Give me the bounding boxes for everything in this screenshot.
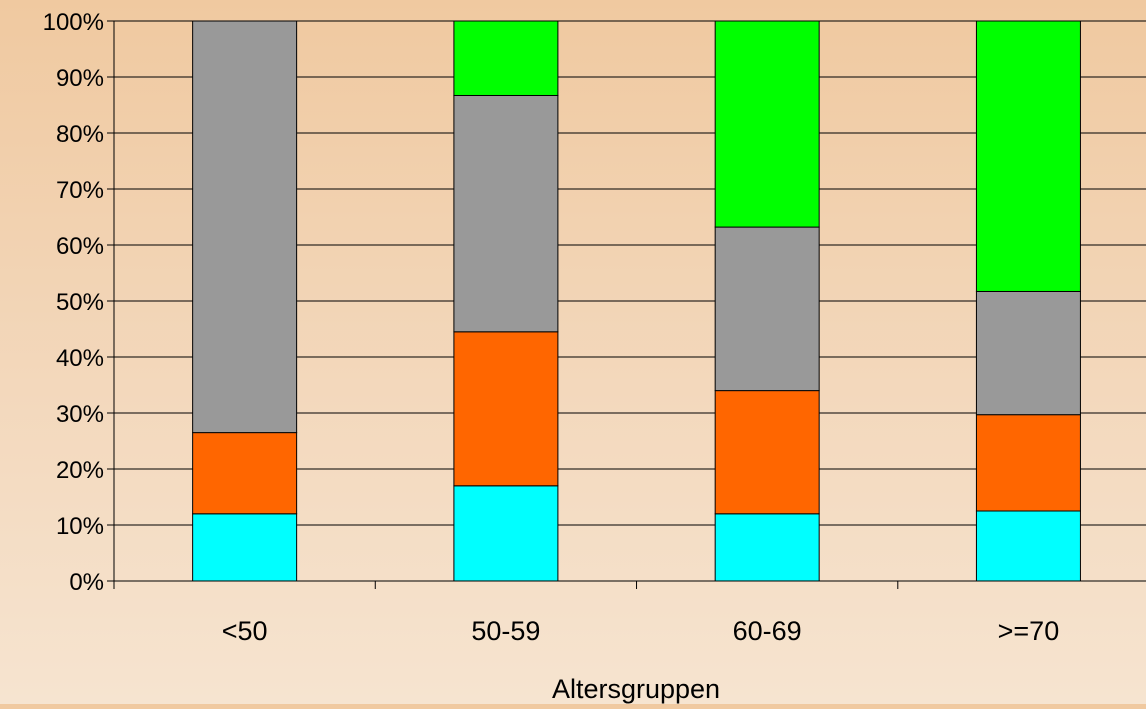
bar-segment	[192, 513, 298, 582]
bar-segment	[975, 20, 1081, 292]
y-tick-label: 10%	[56, 513, 104, 540]
y-tick-label: 20%	[56, 457, 104, 484]
bar-segment	[453, 20, 559, 96]
x-tick-label: >=70	[998, 616, 1060, 646]
x-axis-title: Altersgruppen	[552, 674, 720, 704]
axis-labels: Altersgruppen 0% 10% 20% 30% 40% 50% 60% 70% 80%…	[43, 9, 1060, 704]
bar-segment	[714, 20, 820, 228]
y-tick-label: 60%	[56, 233, 104, 260]
x-tick-label: <50	[222, 616, 268, 646]
bar-segment	[714, 226, 820, 392]
bar-segment	[714, 390, 820, 515]
bar-segment	[975, 414, 1081, 512]
bar-segment	[453, 485, 559, 582]
y-tick-label: 80%	[56, 121, 104, 148]
bar-segment	[714, 513, 820, 582]
y-tick-label: 50%	[56, 289, 104, 316]
y-tick-label: 0%	[69, 569, 104, 596]
bars	[192, 20, 1081, 582]
y-tick-label: 100%	[43, 9, 104, 36]
y-tick-label: 90%	[56, 65, 104, 92]
bar-segment	[453, 94, 559, 333]
y-tick-label: 40%	[56, 345, 104, 372]
bar-segment	[192, 432, 298, 515]
bar-segment	[453, 331, 559, 487]
axes	[107, 20, 1146, 589]
y-tick-label: 30%	[56, 401, 104, 428]
x-tick-label: 60-69	[733, 616, 802, 646]
y-tick-label: 70%	[56, 177, 104, 204]
bar-segment	[975, 290, 1081, 416]
x-tick-label: 50-59	[471, 616, 540, 646]
bar-segment	[192, 20, 298, 434]
bar-segment	[975, 510, 1081, 582]
